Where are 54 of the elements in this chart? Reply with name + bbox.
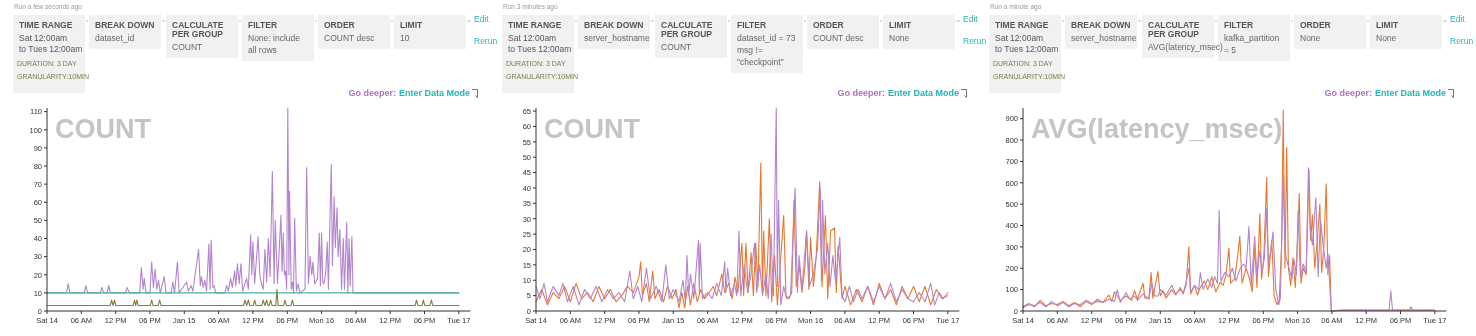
- text: to Tues 12:00am: [508, 44, 572, 54]
- text: COUNT desc: [813, 33, 865, 43]
- text: LIMIT: [889, 20, 912, 30]
- text: BREAK DOWN: [584, 20, 644, 30]
- text: dataset_id = 73 msg != "checkpoint": [737, 33, 796, 67]
- chart-title: COUNT: [544, 114, 641, 144]
- chart-title: AVG(latency_msec): [1031, 114, 1283, 144]
- chart-title: COUNT: [55, 114, 152, 144]
- text: Enter Data Mode: [1374, 88, 1446, 98]
- text: Edit: [474, 14, 490, 24]
- text: TIME RANGE: [19, 20, 73, 30]
- text: COUNT: [172, 42, 203, 52]
- text: dataset_id: [95, 33, 135, 43]
- text: TIME RANGE: [508, 20, 562, 30]
- text: FILTER: [737, 20, 767, 30]
- text: ORDER: [324, 20, 355, 30]
- text: AVG(latency_msec): [1148, 42, 1224, 52]
- text: Rerun: [1450, 36, 1474, 46]
- text: COUNT desc: [324, 33, 376, 43]
- text: server_hostname: [1071, 33, 1137, 43]
- text: server_hostname: [584, 33, 650, 43]
- text: Sat 12:00am: [508, 33, 557, 43]
- text: None: [1300, 33, 1321, 43]
- text: CALCULATE PER GROUP: [172, 20, 224, 39]
- text: Sat 12:00am: [19, 33, 68, 43]
- text: Edit: [963, 14, 979, 24]
- text: Go deeper:: [837, 88, 885, 98]
- text: 10: [400, 33, 410, 43]
- text: Rerun: [474, 36, 498, 46]
- text: Sat 12:00am: [995, 33, 1044, 43]
- text: Edit: [1450, 14, 1466, 24]
- text: CALCULATE PER GROUP: [1148, 20, 1200, 39]
- text: LIMIT: [1376, 20, 1399, 30]
- text: None: [889, 33, 910, 43]
- text: TIME RANGE: [995, 20, 1049, 30]
- text: Enter Data Mode: [398, 88, 470, 98]
- text: None: include all rows: [248, 33, 301, 55]
- text: Enter Data Mode: [887, 88, 959, 98]
- text: to Tues 12:00am: [995, 44, 1059, 54]
- text: ORDER: [813, 20, 844, 30]
- text: Go deeper:: [1324, 88, 1372, 98]
- text: FILTER: [248, 20, 278, 30]
- text: None: [1376, 33, 1397, 43]
- text: Go deeper:: [348, 88, 396, 98]
- text: COUNT: [661, 42, 692, 52]
- text: LIMIT: [400, 20, 423, 30]
- text: Rerun: [963, 36, 987, 46]
- text: to Tues 12:00am: [19, 44, 83, 54]
- text: ORDER: [1300, 20, 1331, 30]
- text: BREAK DOWN: [95, 20, 155, 30]
- text: CALCULATE PER GROUP: [661, 20, 713, 39]
- text: BREAK DOWN: [1071, 20, 1131, 30]
- text: kafka_partition = 5: [1224, 33, 1280, 55]
- text: FILTER: [1224, 20, 1254, 30]
